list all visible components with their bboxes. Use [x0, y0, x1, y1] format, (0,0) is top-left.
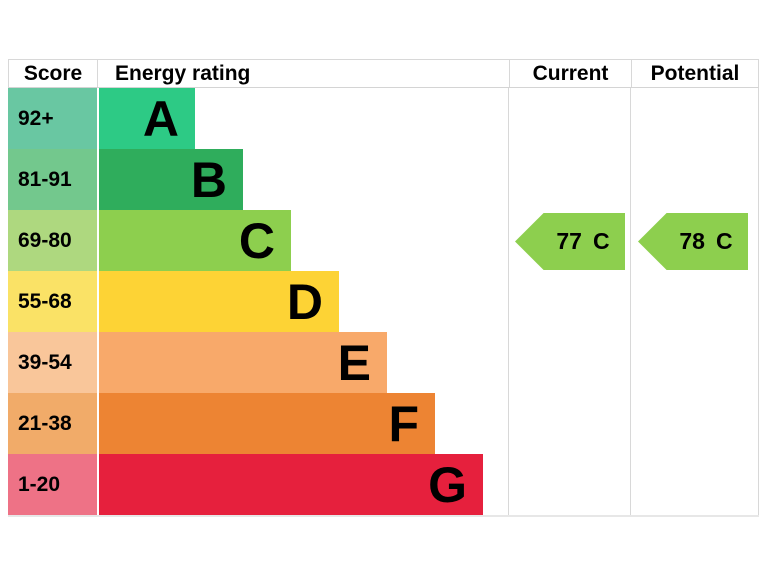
- rating-letter: F: [388, 395, 419, 452]
- rating-bar-g: G: [99, 454, 483, 515]
- rating-bar-a: A: [99, 88, 195, 149]
- rating-letter: A: [142, 90, 179, 147]
- rating-bar-b: B: [99, 149, 243, 210]
- score-cell: 69-80: [8, 210, 97, 271]
- potential-column-divider: [630, 88, 631, 515]
- current-value: 77: [556, 228, 582, 254]
- energy-rating-column-header: Energy rating: [115, 62, 251, 85]
- band-row-a: 92+ A: [8, 88, 759, 149]
- band-row-g: 1-20 G: [8, 454, 759, 515]
- score-cell: 21-38: [8, 393, 97, 454]
- score-cell: 81-91: [8, 149, 97, 210]
- band-row-e: 39-54 E: [8, 332, 759, 393]
- current-band-letter: C: [592, 228, 610, 254]
- potential-band-letter: C: [715, 228, 733, 254]
- rating-letter: B: [190, 151, 227, 208]
- rating-letter: D: [286, 273, 323, 330]
- rating-letter: E: [337, 334, 371, 391]
- rating-bar-d: D: [99, 271, 339, 332]
- rating-letter: G: [428, 456, 467, 513]
- header-row: Score Energy rating Current Potential: [8, 59, 759, 88]
- current-column-header: Current: [509, 60, 631, 87]
- potential-arrow: 78 C: [638, 213, 748, 270]
- band-row-d: 55-68 D: [8, 271, 759, 332]
- rating-bar-c: C: [99, 210, 291, 271]
- potential-value: 78: [679, 228, 705, 254]
- rating-bar-e: E: [99, 332, 387, 393]
- potential-column-header: Potential: [631, 60, 758, 87]
- score-cell: 1-20: [8, 454, 97, 515]
- band-row-c: 69-80 C: [8, 210, 759, 271]
- current-arrow: 77 C: [515, 213, 625, 270]
- score-cell: 92+: [8, 88, 97, 149]
- current-column-divider: [508, 88, 509, 515]
- score-column-header: Score: [9, 60, 98, 87]
- rating-bar-f: F: [99, 393, 435, 454]
- right-border-line: [758, 88, 759, 515]
- epc-rating-chart: Score Energy rating Current Potential 92…: [8, 59, 759, 517]
- band-row-f: 21-38 F: [8, 393, 759, 454]
- chart-body: 92+ A 81-91 B 69-80 C 55-68 D 39-54 E 21…: [8, 88, 759, 517]
- score-cell: 55-68: [8, 271, 97, 332]
- score-cell: 39-54: [8, 332, 97, 393]
- band-row-b: 81-91 B: [8, 149, 759, 210]
- rating-letter: C: [238, 212, 275, 269]
